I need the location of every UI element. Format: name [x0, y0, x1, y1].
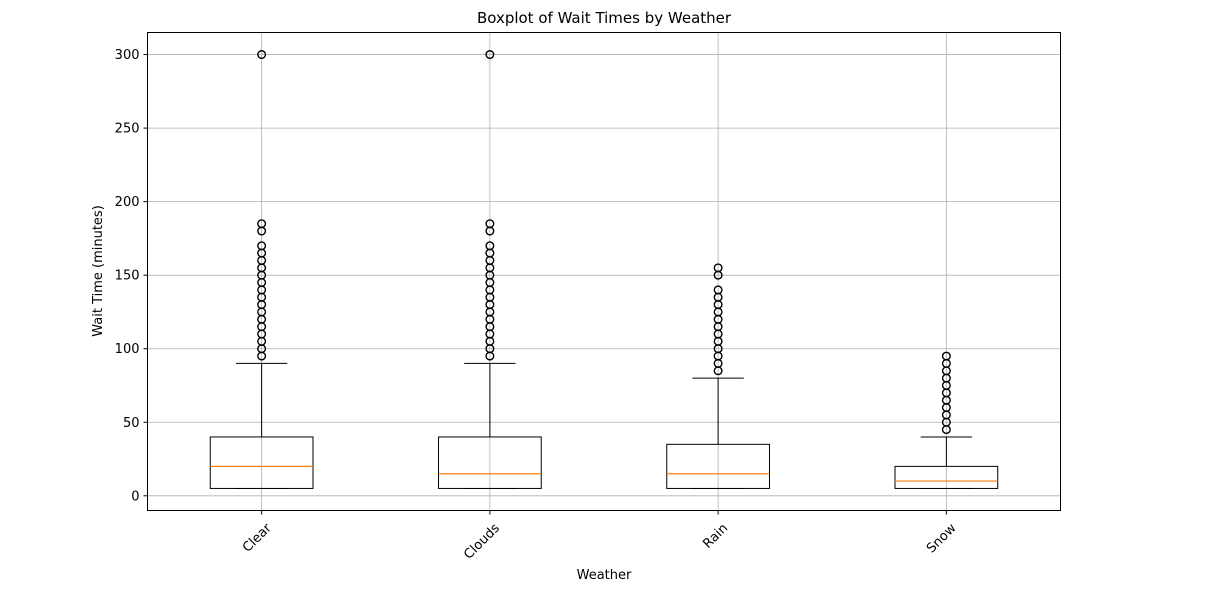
box-body — [438, 436, 542, 489]
x-tick-label: Clouds — [461, 521, 503, 563]
y-tick-label: 200 — [115, 195, 140, 210]
x-tick-label: Rain — [700, 521, 731, 552]
box-snow — [894, 351, 999, 489]
y-tick-label: 150 — [115, 269, 140, 284]
y-tick-label: 250 — [115, 122, 140, 137]
y-tick-label: 100 — [115, 342, 140, 357]
box-rain — [666, 263, 770, 489]
outlier-point — [485, 219, 495, 229]
x-axis-label: Weather — [577, 568, 632, 583]
chart-title: Boxplot of Wait Times by Weather — [477, 9, 732, 27]
x-axis-ticks: Clear Clouds Rain Snow — [240, 510, 960, 563]
y-tick-label: 0 — [131, 489, 139, 504]
outlier-point — [257, 219, 267, 229]
grid-layer — [147, 32, 1061, 511]
x-tick-label: Clear — [240, 520, 275, 555]
y-tick-label: 50 — [123, 416, 140, 431]
outlier-point — [941, 351, 951, 361]
outlier-point — [485, 50, 495, 60]
outlier-point — [713, 263, 723, 273]
outlier-point — [713, 285, 723, 295]
x-tick-label: Snow — [924, 521, 960, 557]
box-body — [894, 465, 999, 489]
box-body — [666, 443, 770, 489]
outlier-point — [257, 50, 267, 60]
y-axis-label: Wait Time (minutes) — [91, 205, 106, 337]
box-clear — [209, 50, 314, 489]
box-body — [209, 436, 314, 489]
box-clouds — [438, 50, 542, 489]
y-axis-ticks: 0 50 100 150 200 250 300 — [115, 48, 148, 504]
y-tick-label: 300 — [115, 48, 140, 63]
plot-frame — [147, 32, 1061, 511]
outlier-point — [257, 241, 267, 251]
outlier-point — [485, 241, 495, 251]
boxes-layer — [209, 50, 999, 489]
